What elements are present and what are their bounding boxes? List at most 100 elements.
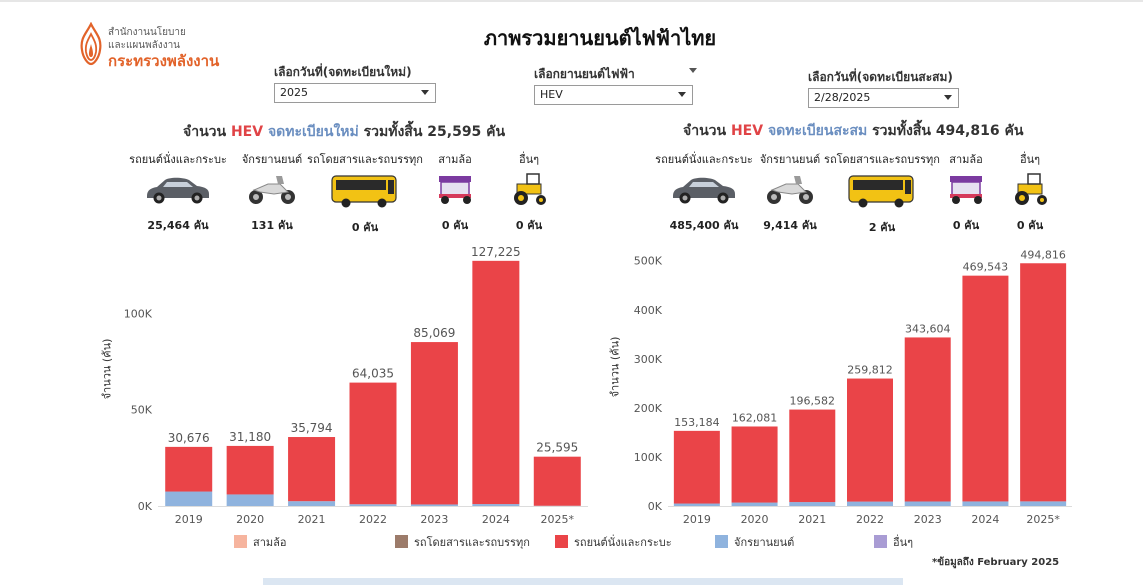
- bar-segment: [673, 503, 720, 506]
- heading-ev-type: HEV: [730, 123, 764, 139]
- x-tick-label: 2019: [175, 513, 203, 526]
- bar-total-label: 30,676: [168, 431, 210, 445]
- category-label: รถยนต์นั่งและกระบะ: [129, 153, 227, 166]
- bar-segment: [673, 430, 720, 504]
- ev-type-select[interactable]: HEV: [534, 85, 693, 105]
- category-count: 0 คัน: [441, 219, 469, 232]
- heading-prefix: จำนวน: [683, 123, 727, 139]
- new-registration-date-select[interactable]: 2025: [274, 83, 436, 103]
- x-tick-label: 2020: [236, 513, 264, 526]
- category-label: จักรยานยนต์: [241, 153, 303, 166]
- x-tick-label: 2022: [359, 513, 387, 526]
- category-count: 131 คัน: [251, 219, 293, 232]
- bar-segment: [349, 382, 397, 505]
- category-count: 25,464 คัน: [147, 219, 209, 232]
- bottom-scroll-bar[interactable]: [263, 578, 903, 585]
- bar-segment: [1020, 501, 1067, 506]
- bar-total-label: 259,812: [847, 364, 893, 377]
- category-label: รถยนต์นั่งและกระบะ: [655, 153, 753, 166]
- flame-logo-icon: [80, 22, 102, 66]
- bar-segment: [288, 437, 336, 502]
- top-divider: [0, 0, 1143, 2]
- tuk-tuk-icon: [439, 176, 471, 204]
- caret-down-icon[interactable]: [689, 68, 697, 73]
- select-value: 2025: [280, 86, 308, 99]
- right-category-car: รถยนต์นั่งและกระบะ 485,400 คัน: [646, 150, 762, 234]
- left-category-tuk-tuk: สามล้อ 0 คัน: [427, 150, 483, 234]
- bar-segment: [165, 491, 213, 506]
- bar-total-label: 494,816: [1020, 248, 1066, 261]
- bar-segment: [472, 260, 520, 505]
- legend-item-tuk-tuk: สามล้อ: [234, 533, 287, 551]
- left-y-axis-title: จำนวน (คัน): [100, 338, 114, 400]
- car-icon: [673, 177, 735, 204]
- category-count: 485,400 คัน: [669, 219, 739, 232]
- x-tick-label: 2022: [856, 513, 884, 526]
- bar-segment: [288, 501, 336, 506]
- x-tick-label: 2025*: [1026, 513, 1060, 526]
- x-tick-label: 2024: [971, 513, 999, 526]
- x-tick-label: 2025*: [541, 513, 575, 526]
- bar-segment: [226, 494, 274, 506]
- x-tick-label: 2023: [420, 513, 448, 526]
- bus-icon: [331, 175, 397, 208]
- heading-total: รวมทั้งสิ้น 494,816 คัน: [872, 123, 1024, 139]
- category-count: 0 คัน: [515, 219, 543, 232]
- bar-segment: [165, 446, 213, 492]
- heading-prefix: จำนวน: [183, 124, 227, 140]
- left-category-other: อื่นๆ 0 คัน: [501, 150, 557, 234]
- new-registration-heading: จำนวน HEV จดทะเบียนใหม่ รวมทั้งสิ้น 25,5…: [183, 121, 505, 143]
- filter-label-text: เลือกยานยนต์ไฟฟ้า: [534, 67, 635, 81]
- logo-line-3: กระทรวงพลังงาน: [108, 52, 220, 70]
- x-tick-label: 2023: [914, 513, 942, 526]
- legend-item-other: อื่นๆ: [874, 533, 913, 551]
- filter-label: เลือกวันที่(จดทะเบียนสะสม): [808, 70, 953, 84]
- filter-label: เลือกวันที่(จดทะเบียนใหม่): [274, 65, 412, 79]
- y-tick-label: 50K: [131, 404, 153, 417]
- legend-label: สามล้อ: [253, 536, 287, 549]
- bar-total-label: 127,225: [471, 245, 521, 259]
- category-count: 2 คัน: [868, 221, 896, 234]
- bar-segment: [904, 501, 951, 506]
- bar-total-label: 64,035: [352, 367, 394, 381]
- bar-segment: [789, 409, 836, 503]
- bar-total-label: 162,081: [732, 411, 778, 424]
- category-label: สามล้อ: [949, 153, 983, 166]
- motorcycle-icon: [767, 176, 813, 204]
- bar-segment: [410, 342, 458, 505]
- y-tick-label: 300K: [634, 353, 663, 366]
- category-label: สามล้อ: [438, 153, 472, 166]
- bar-segment: [847, 501, 893, 506]
- legend-swatch: [395, 535, 408, 548]
- tuk-tuk-icon: [950, 176, 982, 204]
- x-tick-label: 2024: [482, 513, 510, 526]
- category-label: รถโดยสารและรถบรรทุก: [307, 153, 423, 166]
- cumulative-date-select[interactable]: 2/28/2025: [808, 88, 959, 108]
- caret-down-icon: [421, 90, 429, 95]
- eppo-logo: สำนักงานนโยบาย และแผนพลังงาน กระทรวงพลัง…: [78, 20, 278, 70]
- tractor-icon: [1015, 173, 1047, 205]
- y-tick-label: 200K: [634, 402, 663, 415]
- car-icon: [147, 177, 209, 204]
- cumulative-registration-bar-chart: 0K 100K 200K 300K 400K 500K 153,184 2019 162,081…: [634, 248, 1072, 526]
- legend-label: อื่นๆ: [893, 536, 914, 549]
- data-footnote: *ข้อมูลถึง February 2025: [932, 557, 1060, 568]
- category-count: 9,414 คัน: [763, 219, 817, 232]
- x-tick-label: 2021: [798, 513, 826, 526]
- bar-segment: [731, 426, 778, 503]
- bus-icon: [848, 175, 914, 208]
- cumulative-registration-heading: จำนวน HEV จดทะเบียนสะสม รวมทั้งสิ้น 494,…: [683, 120, 1023, 142]
- heading-kind: จดทะเบียนใหม่: [267, 124, 359, 140]
- right-category-other: อื่นๆ 0 คัน: [1002, 150, 1058, 234]
- category-label: รถโดยสารและรถบรรทุก: [824, 153, 940, 166]
- bar-total-label: 153,184: [674, 416, 720, 429]
- x-tick-label: 2021: [298, 513, 326, 526]
- y-tick-label: 0K: [138, 500, 153, 513]
- bar-segment: [472, 504, 520, 506]
- right-category-motorcycle: จักรยานยนต์ 9,414 คัน: [753, 150, 827, 234]
- category-count: 0 คัน: [1016, 219, 1044, 232]
- legend-swatch: [715, 535, 728, 548]
- bar-total-label: 31,180: [229, 430, 271, 444]
- bar-total-label: 343,604: [905, 322, 951, 335]
- bar-segment: [962, 275, 1009, 502]
